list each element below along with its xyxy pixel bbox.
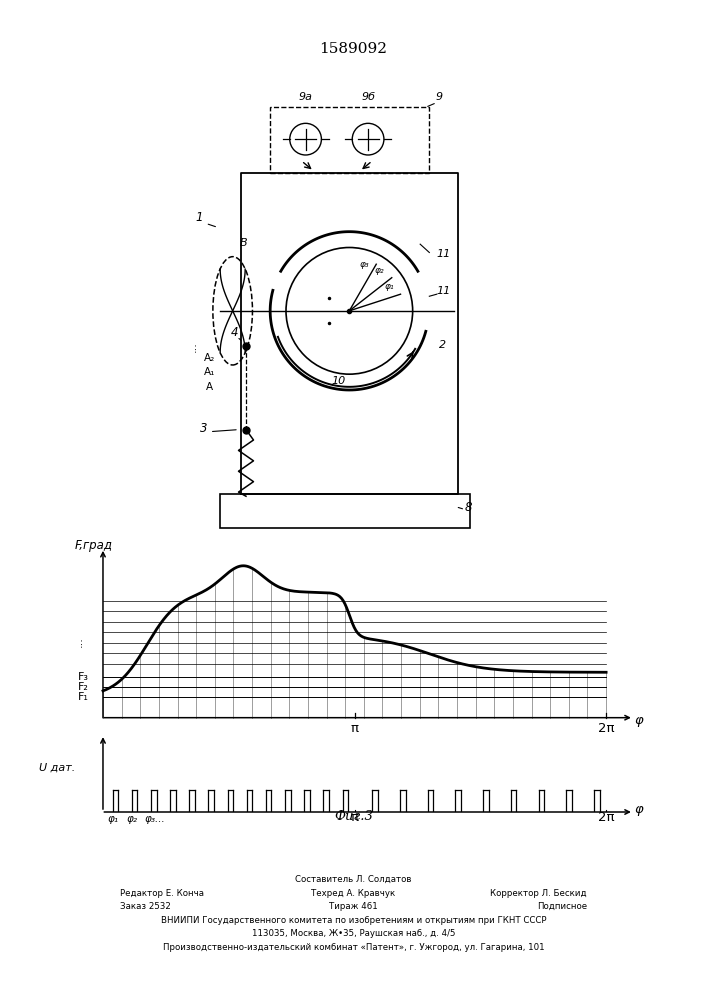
Text: 2π: 2π xyxy=(598,722,614,735)
Text: 9а: 9а xyxy=(298,92,312,102)
Text: Составитель Л. Солдатов: Составитель Л. Солдатов xyxy=(296,875,411,884)
Text: Корректор Л. Бескид: Корректор Л. Бескид xyxy=(490,889,587,898)
Text: 11: 11 xyxy=(437,286,451,296)
Text: Техред А. Кравчук: Техред А. Кравчук xyxy=(311,889,396,898)
Text: B: B xyxy=(239,238,247,248)
Text: 8: 8 xyxy=(464,501,472,514)
Text: ...: ... xyxy=(188,342,198,352)
Text: F₁: F₁ xyxy=(78,692,88,702)
Text: 4: 4 xyxy=(231,326,238,339)
Text: Подписное: Подписное xyxy=(537,902,587,911)
Bar xyxy=(220,494,470,528)
Text: 11: 11 xyxy=(437,249,451,259)
Text: U дат.: U дат. xyxy=(39,763,75,773)
Bar xyxy=(270,107,428,173)
Text: A₁: A₁ xyxy=(204,367,216,377)
Text: ...: ... xyxy=(74,636,84,647)
Text: 9б: 9б xyxy=(361,92,375,102)
Text: F₂: F₂ xyxy=(78,682,88,692)
Text: φ₂: φ₂ xyxy=(374,266,384,275)
Text: 2: 2 xyxy=(439,340,446,350)
Ellipse shape xyxy=(213,257,252,365)
Text: π: π xyxy=(351,722,358,735)
Text: Фиг.2: Фиг.2 xyxy=(330,551,369,564)
Text: 3: 3 xyxy=(200,422,207,435)
Text: ВНИИПИ Государственного комитета по изобретениям и открытиям при ГКНТ СССР: ВНИИПИ Государственного комитета по изоб… xyxy=(160,916,547,925)
Circle shape xyxy=(290,123,322,155)
Text: Редактор Е. Конча: Редактор Е. Конча xyxy=(120,889,204,898)
Text: F,град: F,град xyxy=(75,539,113,552)
Circle shape xyxy=(286,247,413,374)
Text: A: A xyxy=(206,382,214,392)
Text: φ₂: φ₂ xyxy=(127,814,137,824)
Text: φ₁: φ₁ xyxy=(107,814,118,824)
Text: 10: 10 xyxy=(332,376,346,386)
Text: A₂: A₂ xyxy=(204,353,216,363)
Circle shape xyxy=(352,123,384,155)
Text: φ₃...: φ₃... xyxy=(144,814,165,824)
Text: F₃: F₃ xyxy=(78,672,88,682)
Text: 1589092: 1589092 xyxy=(320,42,387,56)
Text: φ₁: φ₁ xyxy=(385,282,395,291)
Text: 9: 9 xyxy=(436,92,443,102)
Text: φ: φ xyxy=(634,803,643,816)
Text: 113035, Москва, Ж•35, Раушская наб., д. 4/5: 113035, Москва, Ж•35, Раушская наб., д. … xyxy=(252,929,455,938)
Text: Тираж 461: Тираж 461 xyxy=(329,902,378,911)
Text: Фиг.3: Фиг.3 xyxy=(334,810,373,823)
Text: Производственно-издательский комбинат «Патент», г. Ужгород, ул. Гагарина, 101: Производственно-издательский комбинат «П… xyxy=(163,943,544,952)
Text: Заказ 2532: Заказ 2532 xyxy=(120,902,171,911)
Text: 1: 1 xyxy=(196,211,203,224)
Text: 2π: 2π xyxy=(598,811,614,824)
Text: π: π xyxy=(351,811,358,824)
Text: φ: φ xyxy=(634,714,643,727)
Text: φ₃: φ₃ xyxy=(360,260,369,269)
